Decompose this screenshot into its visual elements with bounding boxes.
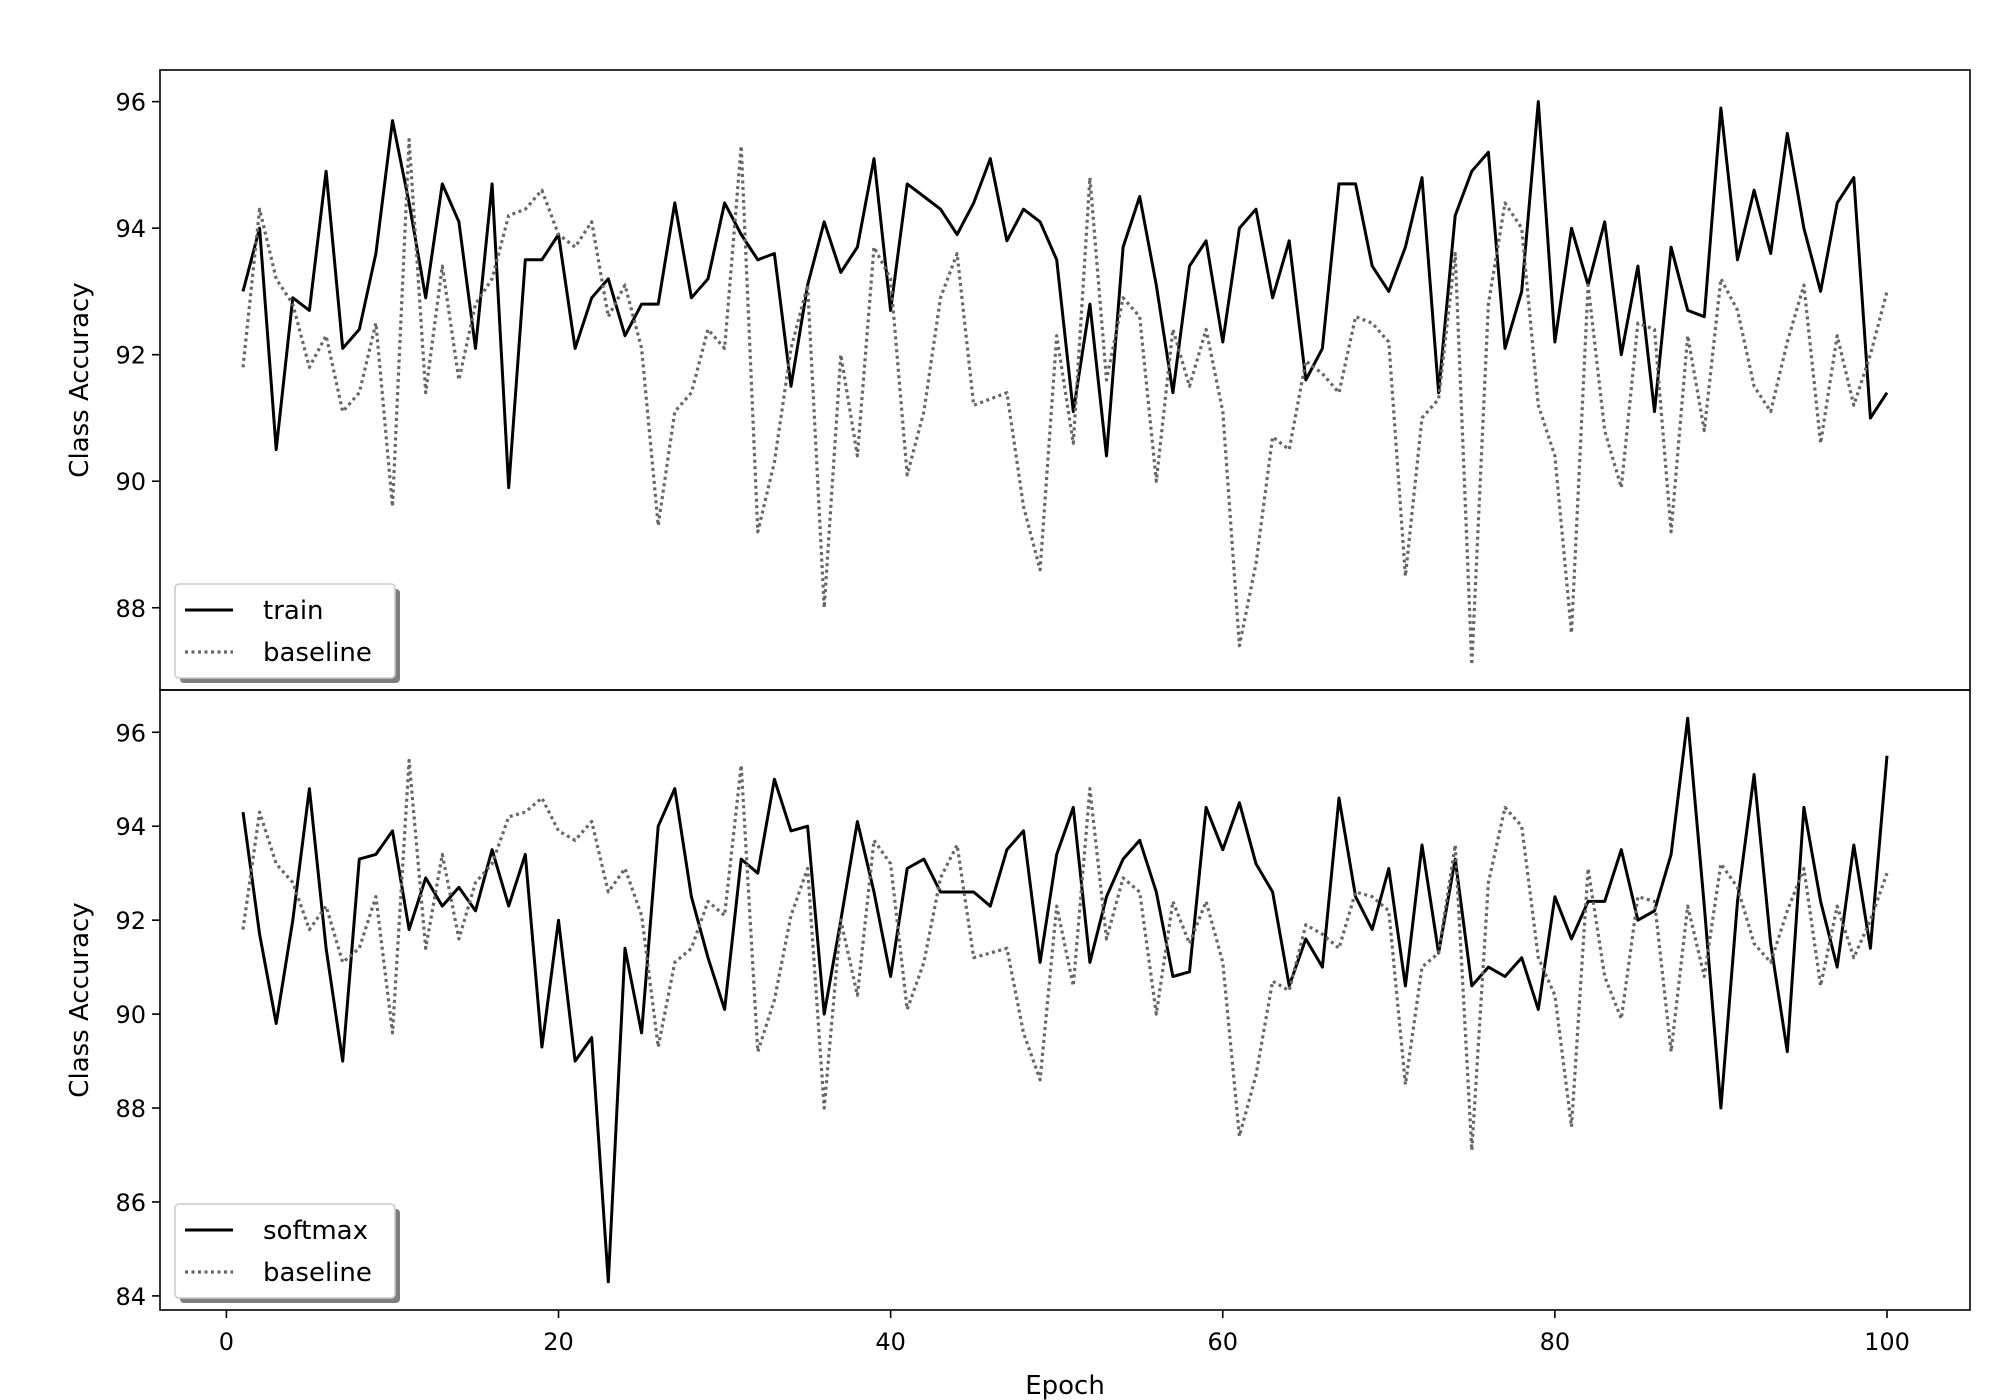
- legend-box: [174, 583, 396, 679]
- legend-box: [174, 1203, 396, 1299]
- y-tick-label: 96: [115, 719, 146, 747]
- x-tick-label: 80: [1540, 1328, 1571, 1356]
- y-tick-label: 88: [115, 595, 146, 623]
- y-tick-label: 92: [115, 342, 146, 370]
- x-tick-label: 20: [543, 1328, 574, 1356]
- bottom-panel: 84 86 88 90 92 94 96 0 20 40 60 80 100 Class Accuracy…: [65, 689, 1971, 1400]
- legend-label-softmax: softmax: [263, 1216, 368, 1246]
- y-tick-label: 86: [115, 1189, 146, 1217]
- axes-frame: [159, 689, 1971, 1311]
- legend-label-baseline: baseline: [263, 638, 372, 668]
- legend-label-baseline: baseline: [263, 1258, 372, 1288]
- y-tick-label: 84: [115, 1283, 146, 1311]
- y-tick-label: 94: [115, 215, 146, 243]
- y-tick-label: 96: [115, 89, 146, 117]
- y-tick-label: 94: [115, 813, 146, 841]
- legend: train baseline: [174, 583, 400, 683]
- series-line-baseline: [241, 138, 1889, 667]
- x-tick-label: 60: [1207, 1328, 1238, 1356]
- series-line-train: [241, 100, 1889, 490]
- y-tick-label: 92: [115, 907, 146, 935]
- y-axis-label: Class Accuracy: [65, 282, 95, 477]
- x-tick-label: 0: [219, 1328, 234, 1356]
- y-tick-label: 88: [115, 1095, 146, 1123]
- x-tick-label: 40: [875, 1328, 906, 1356]
- y-axis-label: Class Accuracy: [65, 902, 95, 1097]
- y-tick-label: 90: [115, 1001, 146, 1029]
- x-tick-label: 100: [1864, 1328, 1910, 1356]
- x-axis-label: Epoch: [1025, 1371, 1105, 1400]
- legend-label-train: train: [263, 596, 324, 626]
- legend: softmax baseline: [174, 1203, 400, 1303]
- y-tick-label: 90: [115, 468, 146, 496]
- series-line-softmax: [241, 716, 1889, 1284]
- top-panel: 88 90 92 94 96 Class Accuracy train baseline: [65, 69, 1971, 691]
- series-line-baseline: [241, 758, 1889, 1152]
